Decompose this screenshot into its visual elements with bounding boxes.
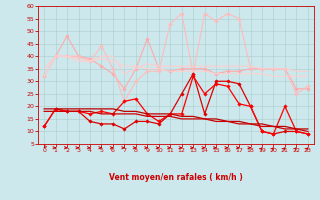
X-axis label: Vent moyen/en rafales ( km/h ): Vent moyen/en rafales ( km/h ) (109, 173, 243, 182)
